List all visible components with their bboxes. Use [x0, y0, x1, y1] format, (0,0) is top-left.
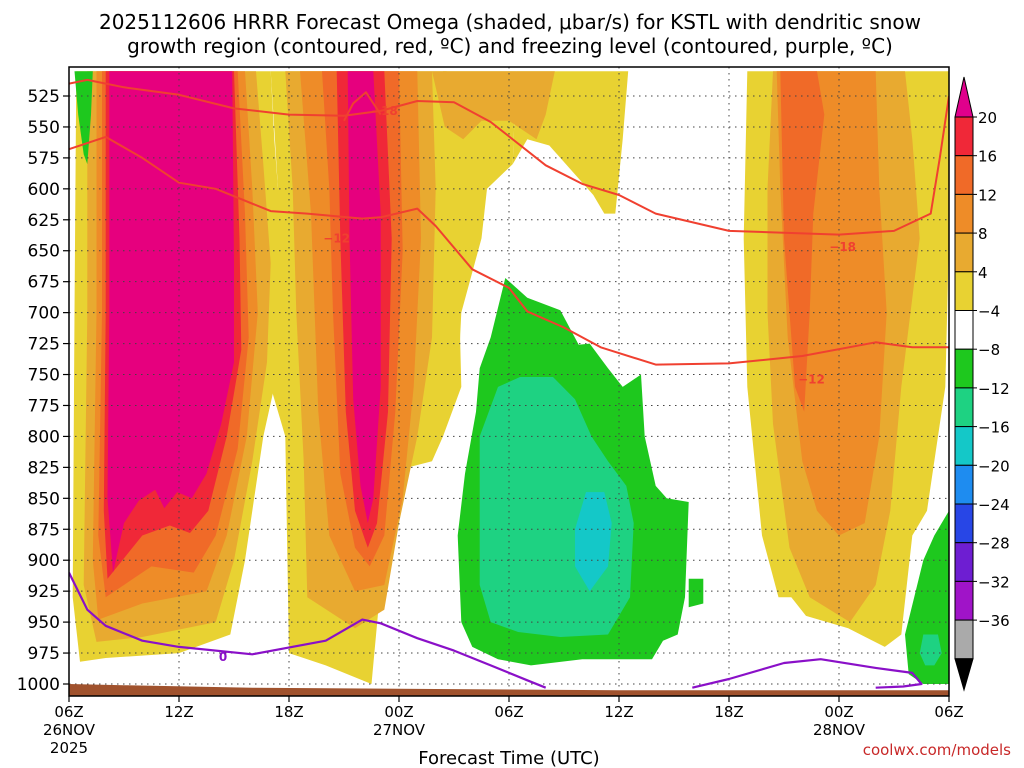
freezing-level-line-1	[69, 572, 547, 689]
shade-band-2-max	[347, 71, 381, 524]
colorbar-label-4: 4	[978, 264, 988, 282]
y-tick-label-925: 925	[28, 582, 60, 602]
x-tick-label-18: 00Z	[384, 703, 413, 721]
y-tick-label-550: 550	[28, 118, 60, 138]
shade-band-6-plus16	[780, 71, 825, 412]
x-tick-label-12: 18Z	[274, 703, 303, 721]
colorbar-cell-8	[954, 387, 974, 428]
y-tick-label-625: 625	[28, 211, 60, 231]
colorbar-cell-3	[954, 193, 974, 234]
y-tick-label-525: 525	[28, 87, 60, 107]
y-tick-label-725: 725	[28, 335, 60, 355]
colorbar-label-3: 8	[978, 225, 988, 243]
contour-labels: −18 −18 −12 −12 0	[219, 104, 856, 664]
contour-label-5: 0	[219, 650, 227, 664]
y-tick-label-975: 975	[28, 644, 60, 664]
y-tick-label-600: 600	[28, 180, 60, 200]
ground-layer	[69, 684, 949, 696]
colorbar-label-5: −4	[978, 303, 1000, 321]
colorbar: 20 16 12 8 4 −4 −8 −12 −16 −20 −24 −28 −32 −36	[954, 76, 1010, 692]
x-date-label-42: 28NOV	[813, 721, 866, 739]
colorbar-label-0: 20	[978, 109, 997, 127]
colorbar-cell-11	[954, 503, 974, 544]
isotherm-line-3	[343, 91, 382, 122]
colorbar-cell-6	[954, 310, 974, 350]
colorbar-label-9: −20	[978, 457, 1010, 475]
colorbar-top-triangle	[954, 76, 974, 118]
contour-lines	[69, 78, 949, 689]
x-date-label-18: 27NOV	[373, 721, 426, 739]
colorbar-label-6: −8	[978, 341, 1000, 359]
omega-shading	[69, 71, 949, 684]
y-tick-label-825: 825	[28, 458, 60, 478]
isotherm-line-2	[69, 135, 949, 366]
x-tick-label-30: 12Z	[604, 703, 633, 721]
freezing-level-line-2	[692, 658, 923, 689]
chart-title-line-1: 2025112606 HRRR Forecast Omega (shaded, …	[99, 10, 921, 34]
y-tick-label-850: 850	[28, 489, 60, 509]
colorbar-cell-13	[954, 580, 974, 621]
credit-text: coolwx.com/models	[863, 741, 1011, 759]
y-tick-label-650: 650	[28, 242, 60, 262]
y-tick-label-675: 675	[28, 273, 60, 293]
shade-green-top	[74, 71, 93, 165]
colorbar-bottom-triangle	[954, 658, 974, 692]
shade-green-minus12	[575, 492, 612, 592]
x-tick-label-24: 06Z	[494, 703, 523, 721]
colorbar-cell-4	[954, 232, 974, 273]
colorbar-label-8: −16	[978, 419, 1010, 437]
colorbar-label-1: 16	[978, 148, 997, 166]
shade-band-3-plus4	[443, 71, 517, 387]
plot-area	[69, 67, 949, 696]
colorbar-cell-14	[954, 619, 974, 660]
x-tick-label-0: 06Z	[54, 703, 83, 721]
shade-band-1-max	[107, 71, 234, 573]
colorbar-cell-10	[954, 464, 974, 505]
grid-lines	[69, 67, 949, 696]
colorbar-label-13: −36	[978, 612, 1010, 630]
colorbar-cell-5	[954, 271, 974, 311]
x-year-label: 2025	[50, 739, 88, 757]
colorbar-label-12: −32	[978, 573, 1010, 591]
y-tick-label-800: 800	[28, 427, 60, 447]
contour-label-3: −12	[323, 231, 350, 245]
colorbar-label-2: 12	[978, 186, 997, 204]
shade-band-5-plus8	[432, 71, 555, 140]
x-tick-label-48: 06Z	[934, 703, 963, 721]
colorbar-cell-7	[954, 348, 974, 389]
shade-green-small	[688, 578, 704, 608]
y-tick-label-700: 700	[28, 304, 60, 324]
y-tick-label-900: 900	[28, 551, 60, 571]
isotherm-line-1	[69, 78, 949, 236]
colorbar-label-11: −28	[978, 535, 1010, 553]
y-tick-label-875: 875	[28, 520, 60, 540]
y-tick-label-775: 775	[28, 396, 60, 416]
y-tick-label-575: 575	[28, 149, 60, 169]
x-tick-label-36: 18Z	[714, 703, 743, 721]
x-axis-label: Forecast Time (UTC)	[418, 748, 599, 768]
ground-fill	[69, 684, 949, 696]
colorbar-cell-1	[954, 116, 974, 157]
colorbar-label-7: −12	[978, 380, 1010, 398]
x-tick-label-42: 00Z	[824, 703, 853, 721]
colorbar-cell-12	[954, 542, 974, 582]
y-tick-label-750: 750	[28, 366, 60, 386]
contour-label-2: −18	[829, 240, 856, 254]
colorbar-cell-9	[954, 426, 974, 466]
colorbar-label-10: −24	[978, 496, 1010, 514]
x-date-label-0: 26NOV	[43, 721, 96, 739]
shade-green-right-minus8	[919, 634, 942, 666]
colorbar-cell-2	[954, 155, 974, 195]
chart-title-line-2: growth region (contoured, red, ºC) and f…	[127, 34, 893, 58]
y-tick-label-1000: 1000	[17, 675, 60, 695]
y-axis: 525 550 575 600 625 650 675 700 725 750 775 800 825 8…	[17, 87, 69, 695]
contour-label-1: −18	[371, 104, 398, 118]
y-tick-label-950: 950	[28, 613, 60, 633]
x-tick-label-6: 12Z	[164, 703, 193, 721]
contour-label-4: −12	[798, 372, 825, 386]
